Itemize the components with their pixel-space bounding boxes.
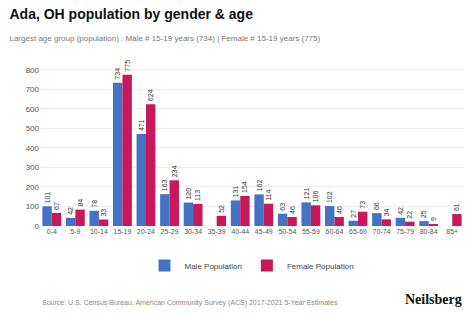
svg-text:73: 73 bbox=[359, 201, 366, 209]
svg-text:46: 46 bbox=[336, 206, 343, 214]
svg-text:800: 800 bbox=[26, 66, 40, 75]
svg-text:162: 162 bbox=[256, 180, 263, 192]
svg-text:Female Population: Female Population bbox=[287, 262, 354, 271]
svg-text:154: 154 bbox=[241, 181, 248, 193]
svg-text:45-49: 45-49 bbox=[255, 228, 273, 235]
svg-text:0-4: 0-4 bbox=[47, 228, 57, 235]
svg-text:60-64: 60-64 bbox=[325, 228, 343, 235]
svg-text:25: 25 bbox=[420, 210, 427, 218]
svg-text:34: 34 bbox=[383, 208, 390, 216]
svg-text:46: 46 bbox=[289, 206, 296, 214]
svg-text:163: 163 bbox=[161, 179, 168, 191]
svg-text:120: 120 bbox=[185, 188, 192, 200]
svg-text:20-24: 20-24 bbox=[137, 228, 155, 235]
svg-text:734: 734 bbox=[114, 68, 121, 80]
svg-text:42: 42 bbox=[67, 207, 74, 215]
svg-text:5-9: 5-9 bbox=[70, 228, 80, 235]
svg-text:102: 102 bbox=[326, 191, 333, 203]
svg-text:70-74: 70-74 bbox=[373, 228, 391, 235]
svg-text:85+: 85+ bbox=[446, 228, 458, 235]
svg-text:40-44: 40-44 bbox=[231, 228, 249, 235]
svg-text:22: 22 bbox=[406, 211, 413, 219]
svg-text:121: 121 bbox=[303, 188, 310, 200]
svg-text:55-59: 55-59 bbox=[302, 228, 320, 235]
svg-text:80-84: 80-84 bbox=[420, 228, 438, 235]
svg-text:52: 52 bbox=[218, 205, 225, 213]
svg-text:27: 27 bbox=[350, 210, 357, 218]
svg-text:50-54: 50-54 bbox=[278, 228, 296, 235]
svg-text:9: 9 bbox=[430, 217, 437, 221]
svg-text:Male Population: Male Population bbox=[185, 262, 242, 271]
svg-text:101: 101 bbox=[44, 191, 51, 203]
svg-text:30-34: 30-34 bbox=[184, 228, 202, 235]
svg-text:35-39: 35-39 bbox=[208, 228, 226, 235]
svg-text:131: 131 bbox=[232, 186, 239, 198]
svg-text:67: 67 bbox=[53, 202, 60, 210]
svg-text:10-14: 10-14 bbox=[90, 228, 108, 235]
svg-text:234: 234 bbox=[171, 166, 178, 178]
svg-text:106: 106 bbox=[312, 191, 319, 203]
svg-text:42: 42 bbox=[397, 207, 404, 215]
svg-text:63: 63 bbox=[279, 203, 286, 211]
svg-text:84: 84 bbox=[77, 199, 84, 207]
svg-text:624: 624 bbox=[147, 89, 154, 101]
svg-text:100: 100 bbox=[26, 202, 40, 211]
svg-text:15-19: 15-19 bbox=[113, 228, 131, 235]
svg-text:500: 500 bbox=[26, 124, 40, 133]
svg-text:775: 775 bbox=[124, 60, 131, 72]
svg-text:600: 600 bbox=[26, 105, 40, 114]
svg-text:75-79: 75-79 bbox=[396, 228, 414, 235]
svg-text:471: 471 bbox=[138, 119, 145, 131]
svg-text:0: 0 bbox=[35, 222, 40, 231]
svg-text:25-29: 25-29 bbox=[161, 228, 179, 235]
svg-text:61: 61 bbox=[453, 203, 460, 211]
svg-text:Neilsberg: Neilsberg bbox=[405, 292, 462, 307]
svg-text:114: 114 bbox=[265, 189, 272, 200]
svg-text:400: 400 bbox=[26, 144, 40, 153]
svg-text:200: 200 bbox=[26, 183, 40, 192]
svg-text:Ada, OH population by gender &: Ada, OH population by gender & age bbox=[9, 6, 253, 22]
svg-text:78: 78 bbox=[91, 200, 98, 208]
svg-text:Source: U.S. Census Bureau, Am: Source: U.S. Census Bureau, American Com… bbox=[42, 299, 338, 307]
svg-text:113: 113 bbox=[194, 190, 201, 201]
svg-text:Largest age group (population): Largest age group (population) : Male # … bbox=[9, 34, 320, 43]
svg-text:33: 33 bbox=[100, 209, 107, 217]
svg-text:700: 700 bbox=[26, 85, 40, 94]
svg-text:66: 66 bbox=[373, 202, 380, 210]
svg-text:300: 300 bbox=[26, 163, 40, 172]
svg-text:65-69: 65-69 bbox=[349, 228, 367, 235]
